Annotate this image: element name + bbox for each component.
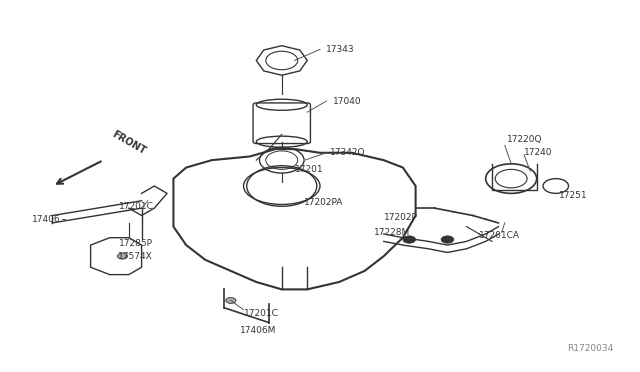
Circle shape: [403, 236, 415, 243]
Text: FRONT: FRONT: [109, 129, 147, 157]
Text: 17406: 17406: [32, 215, 61, 224]
Text: 17574X: 17574X: [118, 251, 153, 261]
Text: 17220Q: 17220Q: [507, 135, 542, 144]
Text: 17406M: 17406M: [241, 326, 276, 335]
Circle shape: [226, 298, 236, 304]
Text: 17228M: 17228M: [374, 228, 410, 237]
Text: 17201C: 17201C: [119, 202, 154, 211]
Text: 17342Q: 17342Q: [330, 148, 365, 157]
Text: 17201CA: 17201CA: [479, 231, 520, 240]
Text: 17201C: 17201C: [244, 309, 278, 318]
Circle shape: [117, 253, 127, 259]
Text: 17343: 17343: [326, 45, 355, 54]
Text: 17040: 17040: [333, 97, 362, 106]
Circle shape: [441, 236, 454, 243]
Text: 17240: 17240: [524, 148, 552, 157]
Text: 17202P: 17202P: [384, 213, 417, 222]
Text: 17201: 17201: [294, 165, 323, 174]
Text: 17285P: 17285P: [119, 239, 153, 248]
Text: 17202PA: 17202PA: [304, 198, 344, 207]
Text: R1720034: R1720034: [567, 344, 613, 353]
Text: 17251: 17251: [559, 191, 588, 200]
